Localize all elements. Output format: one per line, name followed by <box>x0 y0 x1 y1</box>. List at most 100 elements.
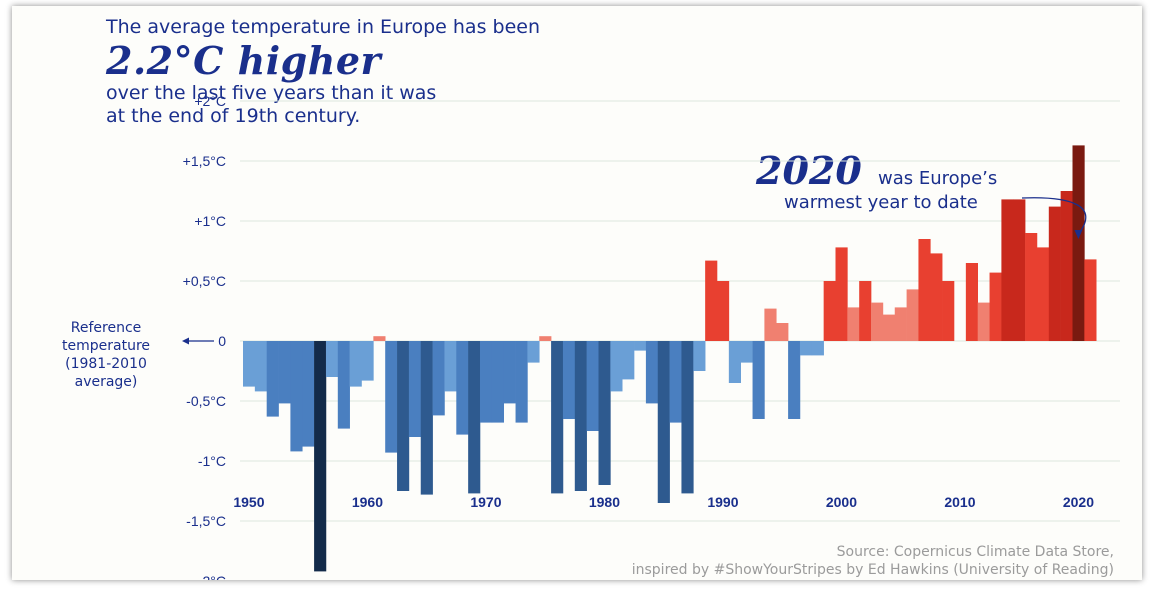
source-line-1: Source: Copernicus Climate Data Store, <box>836 544 1114 560</box>
bar-2005 <box>894 307 907 341</box>
reference-label-line: average) <box>74 374 138 390</box>
bars <box>243 145 1097 572</box>
annotation-arrow <box>1021 197 1087 239</box>
bar-1991 <box>728 341 741 383</box>
headline-highlight: 2.2°C higher <box>106 38 382 83</box>
bar-2004 <box>882 314 896 341</box>
bar-1969 <box>468 341 481 494</box>
bar-2019 <box>1060 191 1073 341</box>
x-tick-label: 1960 <box>352 494 383 510</box>
bar-1984 <box>645 341 659 404</box>
bar-1976 <box>551 341 564 494</box>
bar-1968 <box>456 341 469 435</box>
bar-2017 <box>1036 247 1050 341</box>
bar-2007 <box>918 239 931 341</box>
bar-1965 <box>420 341 433 495</box>
bar-1997 <box>799 341 813 356</box>
bar-2018 <box>1048 206 1061 341</box>
y-tick-label: -2°C <box>198 573 226 580</box>
bar-2021 <box>1084 259 1097 341</box>
bar-1960 <box>361 341 374 381</box>
reference-label-line: temperature <box>62 338 150 354</box>
bar-1993 <box>752 341 765 419</box>
y-tick-label: -0,5°C <box>186 393 226 409</box>
bar-1966 <box>432 341 445 416</box>
bar-2014 <box>1001 199 1014 341</box>
headline-line-3: over the last five years than it was <box>106 82 437 104</box>
annotation-arrow-head <box>1074 230 1083 239</box>
x-tick-label: 1950 <box>233 494 264 510</box>
bar-1957 <box>325 341 339 377</box>
bar-1990 <box>717 281 730 341</box>
bar-1986 <box>669 341 682 423</box>
temperature-anomaly-chart: +2°C +1,5°C +1°C +0,5°C 0 -0,5°C -1°C -1,5°C -2°… <box>182 93 1120 580</box>
annotation-arrow-line <box>1021 197 1087 235</box>
headline-line-4: at the end of 19th century. <box>106 105 361 127</box>
bar-2002 <box>859 281 872 341</box>
bar-2020 <box>1072 145 1085 341</box>
bar-1981 <box>610 341 623 392</box>
bar-1963 <box>397 341 410 491</box>
bar-1995 <box>776 323 789 341</box>
bar-2008 <box>930 253 943 341</box>
x-tick-label: 1980 <box>589 494 620 510</box>
bar-1982 <box>622 341 635 380</box>
bar-1956 <box>314 341 327 572</box>
bar-1964 <box>408 341 422 437</box>
annotation-text-2: warmest year to date <box>784 192 978 213</box>
y-tick-label: +2°C <box>194 93 226 109</box>
bar-1961 <box>373 336 386 341</box>
y-tick-label: -1,5°C <box>186 513 226 529</box>
bar-2015 <box>1013 199 1026 341</box>
bar-1973 <box>515 341 528 423</box>
annotation-text-1: was Europe’s <box>878 168 998 189</box>
bar-1970 <box>480 341 493 423</box>
bar-2016 <box>1025 233 1038 341</box>
bar-2001 <box>847 307 860 341</box>
bar-1975 <box>539 336 552 341</box>
bar-1962 <box>385 341 398 453</box>
bar-1977 <box>562 341 576 419</box>
bar-2000 <box>835 247 848 341</box>
bar-1959 <box>349 341 362 387</box>
reference-arrow-head <box>182 337 189 345</box>
x-axis: 1950 1960 1970 1980 1990 2000 2010 2020 <box>233 494 1094 510</box>
x-tick-label: 1990 <box>707 494 738 510</box>
bar-1994 <box>764 308 777 341</box>
bar-1996 <box>788 341 801 419</box>
bar-2003 <box>871 302 884 341</box>
bar-1998 <box>811 341 824 356</box>
bar-1978 <box>574 341 587 491</box>
reference-label-line: Reference <box>70 320 142 336</box>
y-tick-label: +1,5°C <box>183 153 226 169</box>
bar-1967 <box>444 341 457 392</box>
bar-1979 <box>586 341 599 431</box>
bar-1953 <box>278 341 291 404</box>
y-axis: +2°C +1,5°C +1°C +0,5°C 0 -0,5°C -1°C -1,5°C -2°… <box>183 93 227 580</box>
y-tick-label: +1°C <box>194 213 226 229</box>
source-line-2: inspired by #ShowYourStripes by Ed Hawki… <box>631 562 1114 578</box>
bar-2013 <box>989 272 1002 341</box>
x-tick-label: 1970 <box>470 494 501 510</box>
bar-1974 <box>527 341 540 363</box>
y-tick-label: -1°C <box>198 453 226 469</box>
bar-1983 <box>634 341 647 351</box>
bar-1958 <box>337 341 350 429</box>
reference-arrow <box>182 337 214 345</box>
bar-1999 <box>823 281 836 341</box>
bar-2012 <box>977 302 990 341</box>
annotation-year: 2020 <box>756 148 862 193</box>
bar-1955 <box>302 341 315 447</box>
bar-1972 <box>503 341 516 404</box>
bar-1971 <box>491 341 504 423</box>
bar-2011 <box>965 263 978 341</box>
headline-line-1: The average temperature in Europe has be… <box>106 16 540 38</box>
bar-1951 <box>254 341 267 392</box>
bar-1954 <box>290 341 303 452</box>
bar-1988 <box>693 341 706 371</box>
bar-1992 <box>740 341 753 363</box>
bar-1989 <box>705 260 718 341</box>
reference-temperature-label: Reference temperature (1981-2010 average… <box>50 319 162 391</box>
reference-label-line: (1981-2010 <box>65 356 147 372</box>
bar-1987 <box>681 341 694 494</box>
